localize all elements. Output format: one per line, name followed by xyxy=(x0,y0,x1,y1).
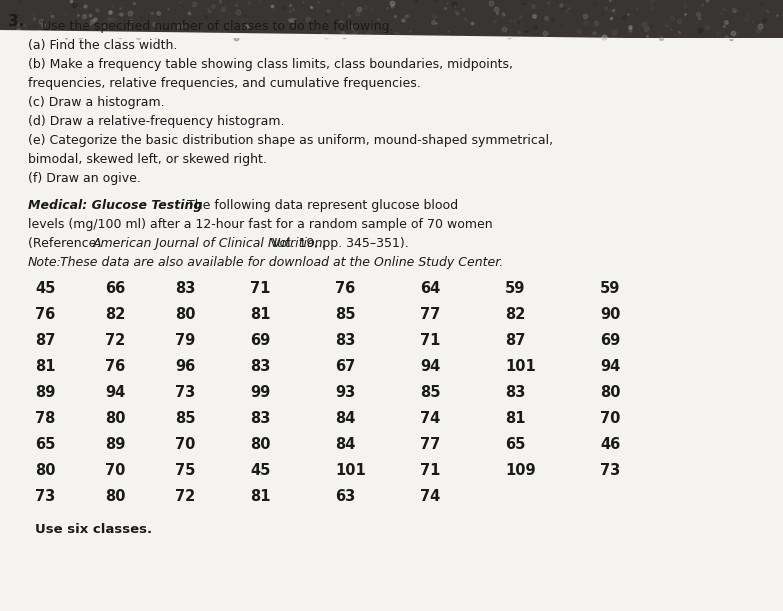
Text: (a) Find the class width.: (a) Find the class width. xyxy=(28,39,178,52)
Text: 83: 83 xyxy=(175,281,196,296)
Text: 74: 74 xyxy=(420,489,440,504)
Bar xyxy=(0,0,783,38)
Text: 93: 93 xyxy=(335,385,355,400)
Text: frequencies, relative frequencies, and cumulative frequencies.: frequencies, relative frequencies, and c… xyxy=(28,77,420,90)
Text: 94: 94 xyxy=(105,385,125,400)
Text: 80: 80 xyxy=(250,437,270,452)
Text: 85: 85 xyxy=(175,411,196,426)
Text: 94: 94 xyxy=(600,359,620,374)
Text: (e) Categorize the basic distribution shape as uniform, mound-shaped symmetrical: (e) Categorize the basic distribution sh… xyxy=(28,134,553,147)
Text: Use six classes.: Use six classes. xyxy=(35,523,152,536)
Text: (c) Draw a histogram.: (c) Draw a histogram. xyxy=(28,96,164,109)
Text: 87: 87 xyxy=(35,333,56,348)
Text: 70: 70 xyxy=(105,463,125,478)
Text: 96: 96 xyxy=(175,359,195,374)
Text: 67: 67 xyxy=(335,359,355,374)
Text: The following data represent glucose blood: The following data represent glucose blo… xyxy=(183,199,458,212)
Text: (Reference:: (Reference: xyxy=(28,237,105,250)
Text: 74: 74 xyxy=(420,411,440,426)
Text: 85: 85 xyxy=(335,307,355,322)
Text: 76: 76 xyxy=(35,307,56,322)
Text: 71: 71 xyxy=(420,333,440,348)
Text: 82: 82 xyxy=(105,307,125,322)
Text: 99: 99 xyxy=(250,385,270,400)
Text: Note:: Note: xyxy=(28,256,62,269)
Text: 109: 109 xyxy=(505,463,536,478)
Text: 81: 81 xyxy=(35,359,56,374)
Text: (f) Draw an ogive.: (f) Draw an ogive. xyxy=(28,172,141,185)
Text: 83: 83 xyxy=(335,333,355,348)
Text: 83: 83 xyxy=(505,385,525,400)
Text: 80: 80 xyxy=(175,307,196,322)
Text: bimodal, skewed left, or skewed right.: bimodal, skewed left, or skewed right. xyxy=(28,153,267,166)
Text: 66: 66 xyxy=(105,281,125,296)
Text: 77: 77 xyxy=(420,437,440,452)
Text: Vol. 19, pp. 345–351).: Vol. 19, pp. 345–351). xyxy=(268,237,409,250)
Text: 79: 79 xyxy=(175,333,195,348)
Text: 69: 69 xyxy=(600,333,620,348)
Text: 84: 84 xyxy=(335,411,355,426)
Text: 94: 94 xyxy=(420,359,440,374)
Text: 81: 81 xyxy=(250,489,270,504)
Text: 72: 72 xyxy=(105,333,125,348)
Text: 90: 90 xyxy=(600,307,620,322)
Text: 89: 89 xyxy=(105,437,125,452)
Text: Use the specified number of classes to do the following.: Use the specified number of classes to d… xyxy=(42,20,394,33)
Text: 83: 83 xyxy=(250,411,270,426)
Text: 70: 70 xyxy=(175,437,196,452)
Text: 81: 81 xyxy=(250,307,270,322)
Text: 71: 71 xyxy=(420,463,440,478)
Text: 101: 101 xyxy=(335,463,366,478)
Text: 80: 80 xyxy=(35,463,56,478)
Text: 76: 76 xyxy=(335,281,355,296)
Text: 85: 85 xyxy=(420,385,441,400)
Text: These data are also available for download at the Online Study Center.: These data are also available for downlo… xyxy=(56,256,503,269)
Text: 73: 73 xyxy=(35,489,56,504)
Text: 78: 78 xyxy=(35,411,56,426)
Text: (b) Make a frequency table showing class limits, class boundaries, midpoints,: (b) Make a frequency table showing class… xyxy=(28,58,513,71)
Text: 45: 45 xyxy=(35,281,56,296)
Text: 83: 83 xyxy=(250,359,270,374)
Text: 80: 80 xyxy=(600,385,620,400)
Text: 46: 46 xyxy=(600,437,620,452)
Text: 87: 87 xyxy=(505,333,525,348)
Text: 65: 65 xyxy=(505,437,525,452)
Polygon shape xyxy=(0,30,783,40)
Text: 76: 76 xyxy=(105,359,125,374)
Text: 80: 80 xyxy=(105,411,125,426)
Text: 101: 101 xyxy=(505,359,536,374)
Text: 45: 45 xyxy=(250,463,270,478)
Text: 3.: 3. xyxy=(8,15,24,29)
Text: American Journal of Clinical Nutrition,: American Journal of Clinical Nutrition, xyxy=(93,237,327,250)
Text: 65: 65 xyxy=(35,437,56,452)
Text: 73: 73 xyxy=(175,385,195,400)
Text: (d) Draw a relative-frequency histogram.: (d) Draw a relative-frequency histogram. xyxy=(28,115,284,128)
Text: 82: 82 xyxy=(505,307,525,322)
Text: 71: 71 xyxy=(250,281,270,296)
Text: 77: 77 xyxy=(420,307,440,322)
Text: Medical: Glucose Testing: Medical: Glucose Testing xyxy=(28,199,202,212)
Text: 59: 59 xyxy=(600,281,620,296)
Text: 73: 73 xyxy=(600,463,620,478)
Text: 63: 63 xyxy=(335,489,355,504)
Text: 69: 69 xyxy=(250,333,270,348)
Text: 81: 81 xyxy=(505,411,525,426)
Text: 84: 84 xyxy=(335,437,355,452)
Text: 72: 72 xyxy=(175,489,195,504)
Text: 75: 75 xyxy=(175,463,196,478)
Text: 59: 59 xyxy=(505,281,525,296)
Text: 89: 89 xyxy=(35,385,56,400)
Text: 80: 80 xyxy=(105,489,125,504)
Text: 70: 70 xyxy=(600,411,620,426)
Text: 64: 64 xyxy=(420,281,440,296)
Text: levels (mg/100 ml) after a 12-hour fast for a random sample of 70 women: levels (mg/100 ml) after a 12-hour fast … xyxy=(28,218,493,231)
